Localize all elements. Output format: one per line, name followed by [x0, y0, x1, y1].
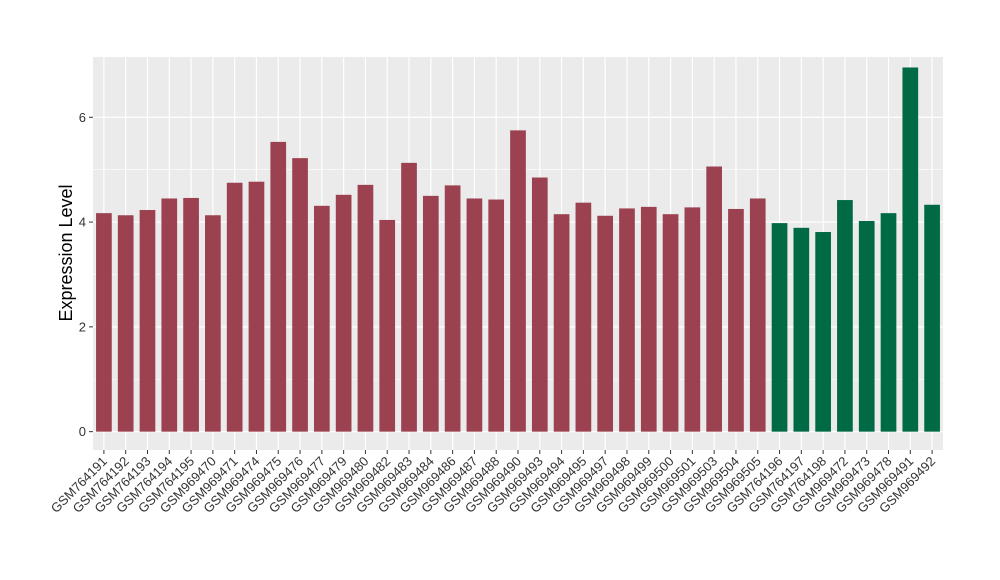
x-axis: GSM764191GSM764192GSM764193GSM764194GSM7… — [48, 450, 938, 516]
bar-GSM764198 — [815, 232, 831, 432]
bar-GSM969476 — [292, 158, 308, 432]
bar-GSM969499 — [640, 206, 657, 432]
bar-GSM764194 — [161, 198, 178, 432]
bar-GSM969503 — [706, 166, 722, 432]
bar-GSM969497 — [597, 215, 614, 432]
bar-GSM764197 — [793, 227, 810, 432]
bar-GSM969500 — [662, 214, 679, 432]
bar-GSM969487 — [466, 198, 483, 432]
y-tick-label: 0 — [79, 424, 86, 439]
bar-GSM764195 — [183, 197, 199, 432]
bar-GSM764191 — [96, 213, 112, 432]
bar-GSM969491 — [902, 67, 919, 432]
bar-GSM969505 — [749, 198, 766, 432]
bar-GSM969482 — [379, 219, 396, 432]
y-axis-title: Expression Level — [56, 184, 76, 321]
bar-GSM969493 — [531, 177, 548, 432]
bar-GSM969477 — [314, 205, 330, 432]
bar-GSM969484 — [422, 195, 439, 432]
bar-GSM764192 — [117, 215, 134, 432]
bar-GSM764196 — [771, 223, 788, 432]
bar-GSM969473 — [858, 221, 875, 432]
bar-GSM969479 — [335, 194, 352, 432]
bar-GSM969472 — [837, 200, 853, 432]
bar-GSM969495 — [575, 202, 592, 432]
bar-GSM969475 — [270, 141, 287, 432]
y-tick-label: 4 — [79, 215, 86, 230]
y-tick-label: 2 — [79, 319, 86, 334]
bar-GSM969504 — [728, 208, 744, 432]
bar-GSM969501 — [684, 207, 701, 432]
bar-GSM969498 — [619, 208, 635, 432]
bar-GSM969480 — [357, 184, 374, 432]
bar-GSM969470 — [205, 215, 221, 432]
y-tick-label: 6 — [79, 110, 86, 125]
bar-GSM969478 — [880, 213, 897, 432]
bar-GSM969471 — [226, 182, 243, 432]
bar-GSM969474 — [248, 181, 265, 432]
bar-GSM969494 — [553, 214, 570, 432]
y-axis: 0 2 4 6 — [79, 110, 93, 439]
bar-GSM764193 — [139, 210, 156, 432]
bar-GSM969486 — [444, 185, 461, 432]
bar-GSM969483 — [401, 162, 417, 432]
bars — [96, 67, 940, 432]
bar-GSM969490 — [510, 130, 526, 432]
bar-GSM969492 — [924, 204, 940, 432]
bar-GSM969488 — [488, 199, 505, 432]
